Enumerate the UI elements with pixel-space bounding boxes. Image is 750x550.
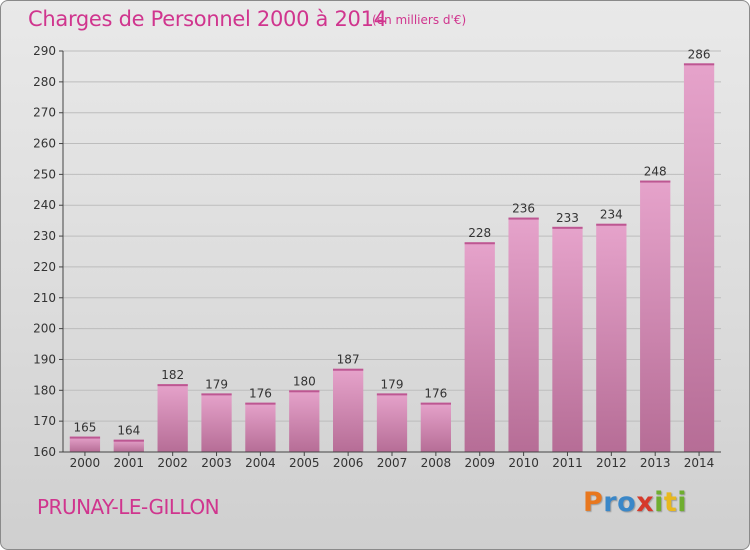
bar-top-edge <box>420 402 452 405</box>
bar-top-edge <box>464 242 495 245</box>
bar-top-edge <box>201 393 232 396</box>
bar-top-edge <box>376 393 408 396</box>
bar-2007[interactable] <box>376 393 408 452</box>
logo-letter: o <box>617 487 637 518</box>
x-tick-label: 2010 <box>508 456 539 470</box>
x-tick-label: 2000 <box>70 456 101 470</box>
logo-letter: P <box>583 487 604 518</box>
bar-2009[interactable] <box>464 242 495 452</box>
y-tick-label: 170 <box>33 414 56 428</box>
logo-letter: r <box>603 487 618 518</box>
y-tick-label: 220 <box>33 260 56 274</box>
y-tick-label: 200 <box>33 322 56 336</box>
y-tick-label: 230 <box>33 229 56 243</box>
data-label: 248 <box>644 165 667 179</box>
data-label: 165 <box>73 421 96 435</box>
bar-2011[interactable] <box>552 226 583 452</box>
data-label: 286 <box>688 47 711 61</box>
data-label: 179 <box>205 377 228 391</box>
bar-top-edge <box>69 436 101 439</box>
data-label: 179 <box>381 377 404 391</box>
x-tick-label: 2004 <box>245 456 276 470</box>
bar-top-edge <box>596 223 627 226</box>
data-label: 182 <box>161 368 184 382</box>
bar-top-edge <box>245 402 276 405</box>
y-tick-label: 180 <box>33 383 56 397</box>
bar-top-edge <box>640 180 671 183</box>
logo-letter: x <box>636 487 655 518</box>
chart-title: Charges de Personnel 2000 à 2014 <box>28 7 387 31</box>
bar-2000[interactable] <box>69 436 101 452</box>
bar-2001[interactable] <box>113 439 144 452</box>
bar-2012[interactable] <box>596 223 627 452</box>
x-tick-label: 2012 <box>596 456 627 470</box>
bars: 165 164 182 179 176 180 187 179 176 228 236 233 234 2… <box>69 47 715 453</box>
bar-2002[interactable] <box>157 384 188 452</box>
x-tick-label: 2007 <box>377 456 408 470</box>
logo-letter: i <box>677 487 688 518</box>
bar-2013[interactable] <box>640 180 671 453</box>
y-tick-label: 240 <box>33 198 56 212</box>
y-tick-label: 290 <box>33 44 56 58</box>
data-label: 233 <box>556 211 579 225</box>
data-label: 180 <box>293 374 316 388</box>
logo-letter: t <box>663 487 678 518</box>
bar-top-edge <box>508 217 539 220</box>
x-tick-label: 2001 <box>114 456 145 470</box>
data-label: 164 <box>117 424 140 438</box>
axes: 160 170 180 190 200 210 220 230 240 250 260 270 280 2… <box>33 44 721 470</box>
y-tick-label: 260 <box>33 137 56 151</box>
bar-top-edge <box>332 368 364 371</box>
bar-2004[interactable] <box>245 402 276 452</box>
x-tick-label: 2014 <box>684 456 715 470</box>
data-label: 176 <box>249 387 272 401</box>
x-tick-label: 2005 <box>289 456 320 470</box>
x-tick-label: 2013 <box>640 456 671 470</box>
bar-top-edge <box>552 226 583 229</box>
data-label: 234 <box>600 208 623 222</box>
x-tick-label: 2006 <box>333 456 364 470</box>
x-tick-label: 2002 <box>157 456 188 470</box>
data-label: 228 <box>468 226 491 240</box>
x-tick-label: 2009 <box>464 456 495 470</box>
bar-2005[interactable] <box>289 390 320 452</box>
data-label: 176 <box>424 387 447 401</box>
bar-top-edge <box>113 439 144 442</box>
y-tick-label: 270 <box>33 106 56 120</box>
y-tick-label: 210 <box>33 291 56 305</box>
y-tick-label: 280 <box>33 75 56 89</box>
commune-name: PRUNAY-LE-GILLON <box>37 495 220 519</box>
bar-top-edge <box>683 63 715 66</box>
bar-2006[interactable] <box>332 368 364 452</box>
x-tick-label: 2003 <box>201 456 232 470</box>
y-tick-label: 160 <box>33 445 56 459</box>
bar-top-edge <box>157 384 188 387</box>
bar-top-edge <box>289 390 320 393</box>
bar-2003[interactable] <box>201 393 232 452</box>
logo-letter: i <box>654 487 664 518</box>
x-tick-label: 2008 <box>421 456 452 470</box>
x-tick-label: 2011 <box>552 456 583 470</box>
y-tick-label: 250 <box>33 167 56 181</box>
chart-subtitle: (en milliers d'€) <box>372 13 467 27</box>
bar-2008[interactable] <box>420 402 452 452</box>
data-label: 236 <box>512 202 535 216</box>
y-tick-label: 190 <box>33 352 56 366</box>
data-label: 187 <box>337 353 360 367</box>
bar-2010[interactable] <box>508 217 539 452</box>
proxiti-logo[interactable]: Proxiti <box>583 487 687 518</box>
bar-2014[interactable] <box>683 63 715 452</box>
